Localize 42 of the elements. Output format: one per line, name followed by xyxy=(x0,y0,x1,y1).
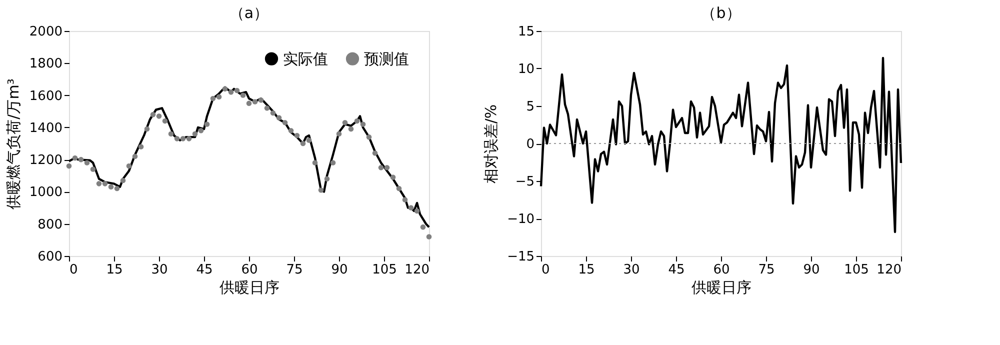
x-tick-label: 45 xyxy=(196,262,213,278)
y-tick-label: 600 xyxy=(38,250,62,264)
y-axis-title: 相对误差/% xyxy=(482,104,500,184)
x-tick-label: 105 xyxy=(844,262,869,278)
y-tick-label: 10 xyxy=(518,62,534,77)
x-tick-label: 30 xyxy=(151,262,168,278)
x-tick-label: 90 xyxy=(331,262,348,278)
y-tick-label: 1200 xyxy=(29,153,62,168)
y-tick-label: −10 xyxy=(507,212,534,227)
line-series xyxy=(540,56,902,234)
x-tick-label: 105 xyxy=(372,262,397,278)
x-tick-label: 45 xyxy=(668,262,685,278)
y-tick-label: 1400 xyxy=(29,120,62,136)
x-tick-label: 15 xyxy=(106,262,123,278)
x-tick-label: 15 xyxy=(578,262,595,278)
y-tick-label: 1800 xyxy=(29,56,62,72)
y-tick-label: 1600 xyxy=(29,88,62,104)
x-tick-label: 75 xyxy=(286,262,303,278)
x-tick-label: 0 xyxy=(542,262,550,278)
x-tick-label: 60 xyxy=(241,262,258,278)
y-tick-label: −5 xyxy=(515,174,534,190)
x-tick-label: 75 xyxy=(758,262,775,278)
x-tick-label: 120 xyxy=(404,262,430,278)
x-axis-title: 供暖日序 xyxy=(692,278,752,296)
y-tick-label: 800 xyxy=(38,217,62,232)
legend-label: 实际值 xyxy=(283,50,328,68)
y-tick-label: 0 xyxy=(526,137,534,152)
x-tick-label: 30 xyxy=(623,262,640,278)
y-tick-label: 1000 xyxy=(29,185,62,200)
x-tick-label: 60 xyxy=(713,262,730,278)
y-tick-label: 2000 xyxy=(29,24,62,40)
y-tick-label: 5 xyxy=(526,100,534,114)
chart-title: （a） xyxy=(229,4,269,22)
x-tick-label: 90 xyxy=(803,262,820,278)
y-axis-title: 供暖燃气负荷/万m³ xyxy=(4,78,22,210)
x-tick-label: 0 xyxy=(70,262,78,278)
x-axis-title: 供暖日序 xyxy=(220,278,280,296)
y-tick-label: −15 xyxy=(507,250,534,264)
chart-title: （b） xyxy=(701,4,741,22)
x-tick-label: 120 xyxy=(876,262,902,278)
y-tick-label: 15 xyxy=(518,24,534,40)
legend-label: 预测值 xyxy=(364,50,409,68)
